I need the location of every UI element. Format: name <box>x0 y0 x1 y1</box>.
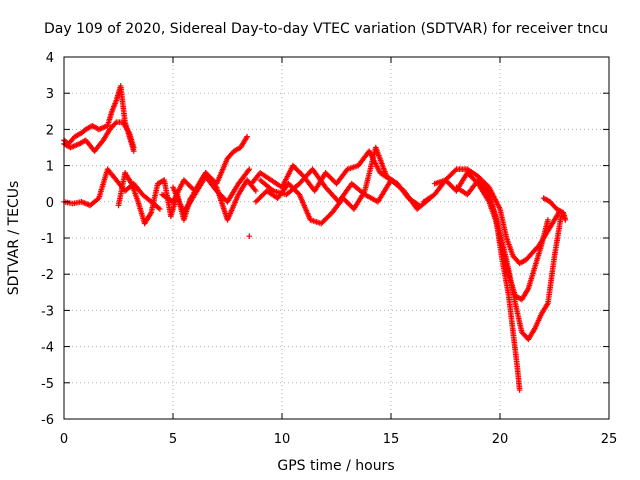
series-track-10 <box>257 166 434 212</box>
series-track-3 <box>61 166 163 212</box>
x-tick-label: 20 <box>492 432 509 447</box>
y-tick-label: 2 <box>46 123 54 138</box>
y-tick-labels: 4 3 2 1 0 -1 -2 -3 -4 -5 -6 <box>41 51 54 428</box>
series-track-7 <box>183 170 259 223</box>
data-point <box>253 188 259 194</box>
y-axis-title: SDTVAR / TECUs <box>6 181 22 296</box>
chart-title: Day 109 of 2020, Sidereal Day-to-day VTE… <box>44 21 608 37</box>
series-track-2 <box>61 119 137 154</box>
y-tick-label: 4 <box>46 51 54 66</box>
data-point <box>157 206 163 212</box>
series-track-15 <box>540 195 569 223</box>
data-point <box>516 387 523 393</box>
y-tick-label: -6 <box>41 413 54 428</box>
series-track-4 <box>115 170 194 227</box>
y-tick-label: 0 <box>46 196 54 211</box>
series-track-6 <box>170 166 253 216</box>
x-tick-labels: 0 5 10 15 20 25 <box>60 432 617 447</box>
x-tick-label: 15 <box>383 432 400 447</box>
series-track-14 <box>486 191 564 343</box>
series-outlier <box>246 233 253 239</box>
data-point <box>545 217 551 223</box>
data-point <box>244 133 250 140</box>
x-axis-title: GPS time / hours <box>277 458 394 474</box>
y-tick-label: -2 <box>41 268 54 283</box>
y-tick-label: -5 <box>41 377 54 392</box>
grid <box>64 57 609 419</box>
x-tick-label: 0 <box>60 432 68 447</box>
y-tick-label: 1 <box>46 160 54 175</box>
data-point <box>246 233 253 239</box>
data-point <box>112 120 119 127</box>
data-marks <box>61 83 569 393</box>
ticks <box>63 56 610 420</box>
y-tick-label: -4 <box>41 341 54 356</box>
y-tick-label: 3 <box>46 87 54 102</box>
data-point <box>246 166 253 173</box>
data-point <box>155 205 162 211</box>
y-tick-label: -1 <box>41 232 54 247</box>
x-tick-label: 25 <box>601 432 618 447</box>
data-point <box>130 144 137 151</box>
data-point <box>452 167 458 174</box>
data-point <box>562 217 569 223</box>
x-tick-label: 5 <box>169 432 177 447</box>
y-tick-label: -3 <box>41 304 54 319</box>
x-tick-label: 10 <box>274 432 291 447</box>
